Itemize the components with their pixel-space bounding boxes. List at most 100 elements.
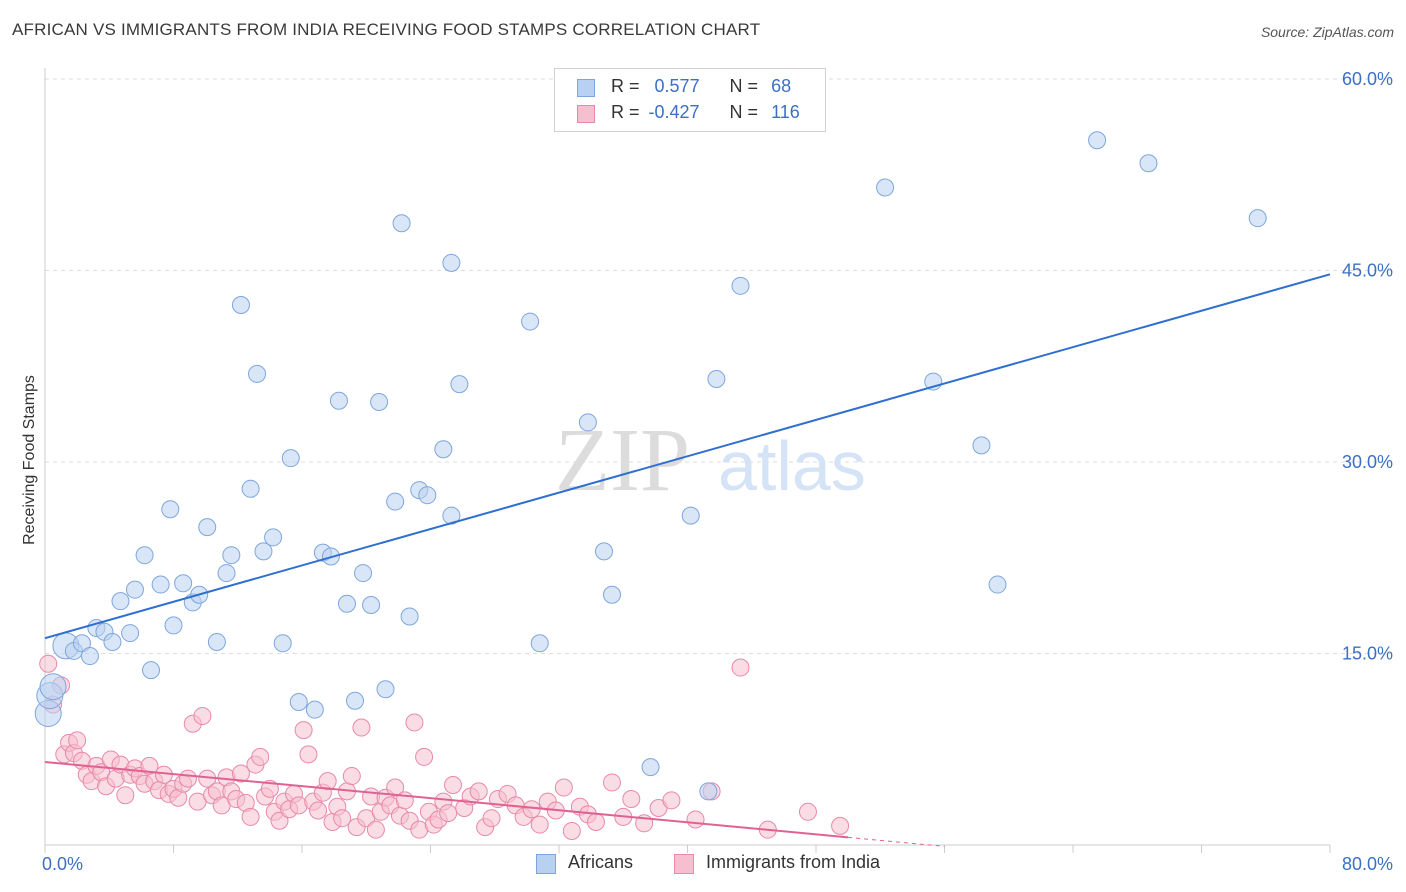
x-tick-label-0: 0.0%: [42, 854, 83, 874]
y-tick-label-0: 15.0%: [1342, 644, 1393, 664]
africans-point: [530, 634, 549, 653]
africans-point: [370, 392, 389, 411]
africans-point: [207, 633, 226, 652]
africans-point: [641, 758, 660, 777]
india-point: [342, 767, 361, 786]
africans-point: [222, 546, 241, 565]
africans-point: [231, 295, 250, 314]
india-point: [178, 769, 197, 788]
africans-point: [273, 634, 292, 653]
africans-point: [354, 564, 373, 583]
india-point: [603, 773, 622, 792]
legend-r-label: R =: [611, 102, 640, 122]
africans-point: [376, 680, 395, 699]
africans-point: [121, 624, 140, 643]
bottom-legend-swatch-africans: [536, 854, 556, 874]
india-point: [731, 658, 750, 677]
africans-point: [707, 370, 726, 389]
africans-point: [434, 440, 453, 459]
africans-point: [289, 693, 308, 712]
india-point: [318, 772, 337, 791]
india-point: [366, 820, 385, 839]
africans-point: [198, 518, 217, 537]
india-point: [439, 804, 458, 823]
india-point: [530, 815, 549, 834]
africans-point: [329, 391, 348, 410]
bottom-legend-label-africans: Africans: [568, 852, 634, 872]
africans-point: [346, 691, 365, 710]
africans-point: [450, 375, 469, 394]
gridlines: [45, 78, 1392, 654]
legend-n-label: N =: [729, 76, 759, 96]
africans-point: [1088, 131, 1107, 150]
africans-point: [164, 616, 183, 635]
india-point: [831, 816, 850, 835]
india-point: [686, 810, 705, 829]
india-point: [798, 802, 817, 821]
africans-point: [603, 585, 622, 604]
legend-n-label: N =: [729, 102, 759, 122]
legend-r-value-india: -0.427: [648, 102, 700, 122]
africans-point: [217, 564, 236, 583]
india-point: [193, 707, 212, 726]
trend-line-india-extension: [848, 836, 945, 847]
africans-point: [103, 633, 122, 652]
africans-point: [594, 542, 613, 561]
africans-point: [1248, 209, 1267, 228]
africans-point: [142, 661, 161, 680]
legend-swatch-africans: [577, 79, 595, 97]
watermark-zip: ZIP: [555, 411, 690, 510]
watermark-atlas: atlas: [718, 427, 866, 505]
africans-point: [264, 528, 283, 547]
india-point: [231, 764, 250, 783]
africans-point: [254, 542, 273, 561]
africans-point: [988, 575, 1007, 594]
legend-box: R = 0.577 N = 68 R = -0.427 N = 116: [554, 68, 826, 132]
africans-point: [281, 449, 300, 468]
africans-point: [337, 594, 356, 613]
india-point: [554, 778, 573, 797]
india-point: [522, 800, 541, 819]
africans-point: [80, 647, 99, 666]
y-tick-label-1: 30.0%: [1342, 452, 1393, 472]
trend-lines: [44, 273, 1331, 847]
bottom-legend-label-india: Immigrants from India: [706, 852, 881, 872]
africans-point: [241, 479, 260, 498]
legend-n-value-africans: 68: [771, 76, 792, 96]
trend-line-india: [44, 761, 849, 839]
india-point: [562, 821, 581, 840]
india-point: [352, 718, 371, 737]
tick-labels: 15.0% 30.0% 45.0% 60.0% 0.0% 80.0%: [42, 69, 1393, 874]
x-tick-label-1: 80.0%: [1342, 854, 1393, 874]
trend-line-africans: [44, 273, 1331, 640]
india-point: [443, 775, 462, 794]
india-point: [39, 654, 58, 673]
africans-point: [521, 312, 540, 331]
africans-point: [305, 700, 324, 719]
series-india-points: [39, 654, 850, 840]
africans-point: [392, 214, 411, 233]
india-point: [270, 811, 289, 830]
africans-point: [161, 500, 180, 519]
africans-point: [699, 782, 718, 801]
africans-point: [681, 506, 700, 525]
africans-point: [418, 486, 437, 505]
legend-r-label: R =: [611, 76, 640, 96]
india-point: [333, 809, 352, 828]
africans-point: [1139, 154, 1158, 173]
india-point: [415, 747, 434, 766]
bottom-legend-swatch-india: [674, 854, 694, 874]
india-point: [469, 782, 488, 801]
africans-point: [125, 580, 144, 599]
africans-point: [386, 492, 405, 511]
africans-point: [174, 574, 193, 593]
africans-point: [972, 436, 991, 455]
india-point: [622, 790, 641, 809]
africans-point: [135, 546, 154, 565]
legend-n-value-india: 116: [771, 102, 800, 122]
africans-point: [876, 178, 895, 197]
chart-title: AFRICAN VS IMMIGRANTS FROM INDIA RECEIVI…: [12, 20, 761, 39]
india-point: [241, 807, 260, 826]
africans-point: [111, 592, 130, 611]
